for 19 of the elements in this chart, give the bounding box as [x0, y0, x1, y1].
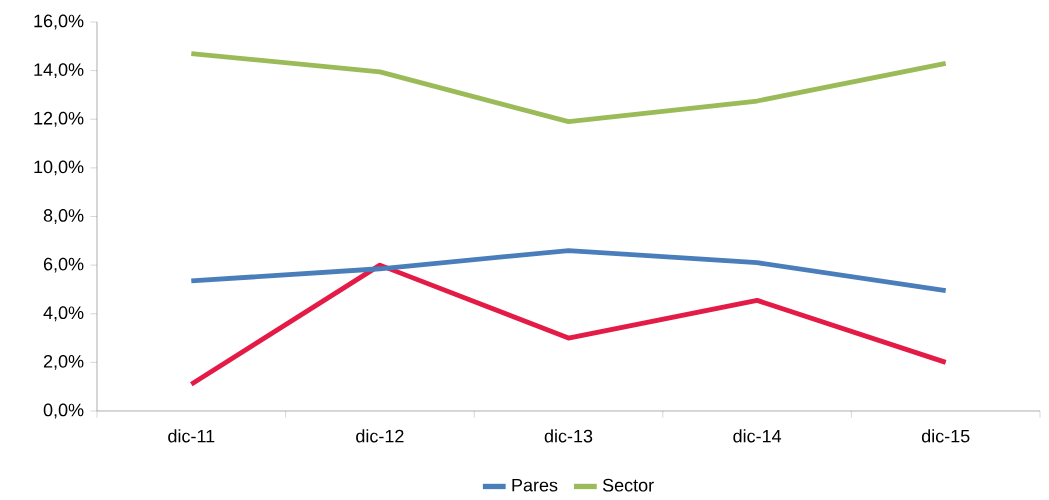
- x-tick-label: dic-13: [544, 429, 593, 443]
- y-tick-label: 0,0%: [43, 403, 84, 419]
- line-series: [188, 51, 949, 125]
- y-tick-label: 2,0%: [43, 354, 84, 370]
- y-tick-label: 16,0%: [34, 14, 84, 30]
- x-tick-label: dic-11: [168, 429, 215, 443]
- y-tick-label: 4,0%: [43, 306, 84, 322]
- legend-label: Sector: [602, 478, 654, 492]
- line-series: [188, 248, 949, 294]
- legend-label: Pares: [512, 478, 558, 492]
- x-tick-label: dic-14: [733, 429, 782, 443]
- y-tick-label: 10,0%: [34, 160, 84, 176]
- y-tick-label: 14,0%: [34, 63, 84, 79]
- y-tick-label: 8,0%: [43, 209, 84, 224]
- line-series: [188, 262, 949, 387]
- y-tick-label: 6,0%: [43, 257, 84, 273]
- y-tick-label: 12,0%: [34, 111, 84, 127]
- x-tick-label: dic-15: [921, 429, 970, 443]
- x-tick-label: dic-12: [356, 429, 404, 443]
